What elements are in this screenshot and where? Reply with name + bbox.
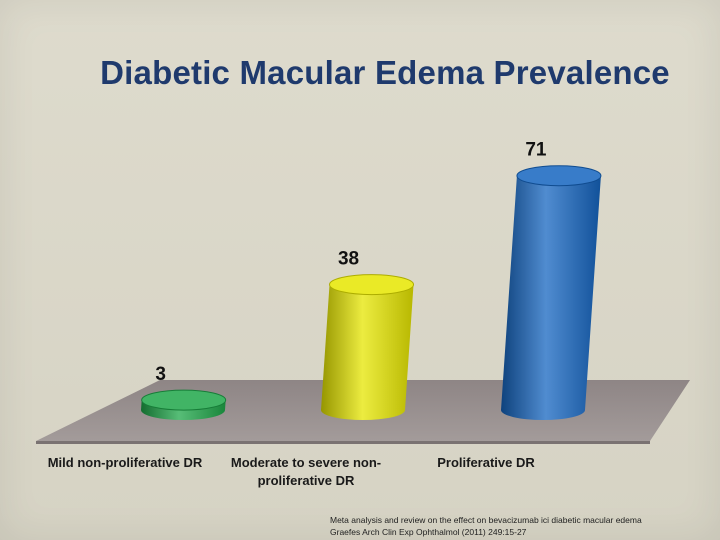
bar-top-1 xyxy=(141,389,227,411)
citation-line-1: Meta analysis and review on the effect o… xyxy=(330,515,642,525)
data-label-2: 38 xyxy=(338,249,359,270)
bar-top-3 xyxy=(516,165,602,187)
bar-top-2 xyxy=(329,274,415,296)
labels-layer: 3 Mild non-proliferative DR 38 Moderate to … xyxy=(48,140,547,488)
category-label-3-line-1: Proliferative DR xyxy=(437,455,535,470)
bar-1 xyxy=(141,389,227,420)
bar-3 xyxy=(501,165,602,420)
category-label-2-line-2: proliferative DR xyxy=(258,473,355,488)
category-label-2-line-1: Moderate to severe non- xyxy=(231,455,381,470)
bars-layer xyxy=(141,165,602,420)
data-label-3: 71 xyxy=(525,140,547,161)
bar-2 xyxy=(321,274,415,420)
citation-line-2: Graefes Arch Clin Exp Ophthalmol (2011) … xyxy=(330,527,527,537)
chart-floor-edge xyxy=(36,441,650,444)
citation: Meta analysis and review on the effect o… xyxy=(330,514,720,538)
category-label-1-line-1: Mild non-proliferative DR xyxy=(48,455,203,470)
bar-body-2 xyxy=(321,284,414,420)
chart-title: Diabetic Macular Edema Prevalence xyxy=(100,54,670,91)
data-label-1: 3 xyxy=(155,364,166,385)
bar-body-3 xyxy=(501,175,601,420)
